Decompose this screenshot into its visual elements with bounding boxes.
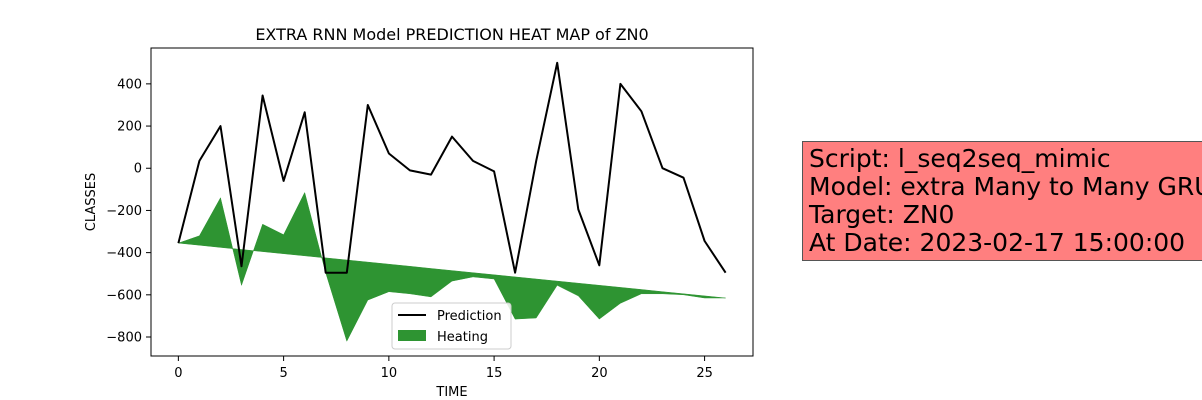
y-tick-label: −800	[106, 331, 142, 346]
chart-title: EXTRA RNN Model PREDICTION HEAT MAP of Z…	[255, 25, 648, 44]
y-tick-label: 0	[134, 162, 142, 177]
prediction-line	[177, 61, 727, 274]
plot-frame	[150, 47, 754, 357]
x-tick-label: 25	[696, 366, 713, 381]
info-date: At Date: 2023-02-17 15:00:00	[809, 228, 1186, 257]
x-tick-label: 20	[591, 366, 608, 381]
y-tick-label: −200	[106, 204, 142, 219]
info-target: Target: ZN0	[809, 200, 955, 229]
legend-heating-label: Heating	[437, 330, 488, 345]
x-tick-label: 10	[381, 366, 398, 381]
y-axis: −800 −600 −400 −200 0 200 400	[106, 77, 151, 346]
info-box: Script: l_seq2seq_mimic Model: extra Man…	[802, 141, 1202, 261]
y-axis-label: CLASSES	[84, 173, 99, 231]
legend-heating-swatch	[398, 330, 426, 341]
x-tick-label: 15	[486, 366, 503, 381]
y-tick-label: −600	[106, 288, 142, 303]
heating-layer	[178, 191, 726, 342]
info-model: Model: extra Many to Many GRU	[809, 172, 1202, 201]
info-script: Script: l_seq2seq_mimic	[809, 144, 1111, 173]
prediction-layer	[177, 61, 727, 274]
plot-area	[177, 61, 727, 342]
x-tick-label: 0	[174, 366, 182, 381]
legend-prediction-label: Prediction	[437, 309, 502, 324]
y-tick-label: −400	[106, 246, 142, 261]
heating-area	[178, 191, 726, 342]
y-tick-label: 200	[117, 120, 142, 135]
x-axis: 0 5 10 15 20 25	[174, 356, 713, 381]
y-tick-label: 400	[117, 77, 142, 92]
legend: Prediction Heating	[391, 302, 512, 350]
x-tick-label: 5	[279, 366, 287, 381]
x-axis-label: TIME	[435, 385, 467, 400]
